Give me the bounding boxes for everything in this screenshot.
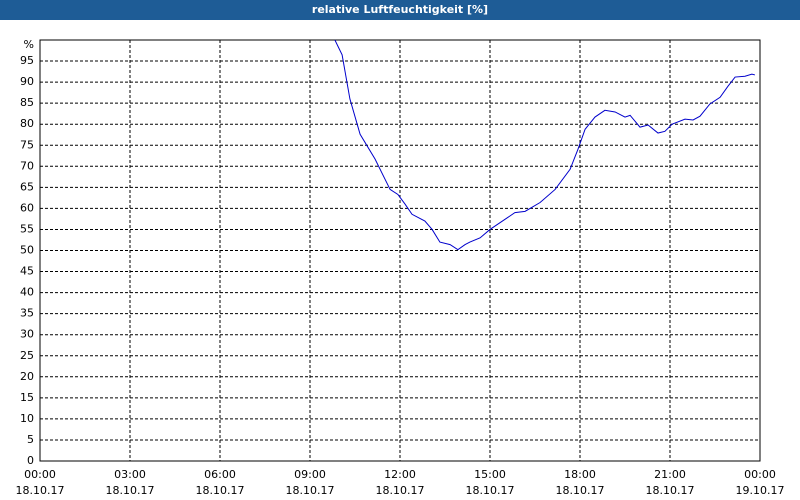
y-tick-label: 50 <box>20 244 34 257</box>
x-tick-date: 18.10.17 <box>376 484 425 497</box>
x-tick-label: 12:00 <box>384 468 416 481</box>
x-tick-label: 00:00 <box>24 468 56 481</box>
x-tick-label: 15:00 <box>474 468 506 481</box>
y-tick-label: 10 <box>20 412 34 425</box>
y-tick-label: 15 <box>20 391 34 404</box>
x-tick-label: 06:00 <box>204 468 236 481</box>
y-tick-label: 35 <box>20 307 34 320</box>
x-tick-date: 18.10.17 <box>466 484 515 497</box>
y-tick-label: 70 <box>20 159 34 172</box>
y-tick-label: 65 <box>20 180 34 193</box>
x-tick-label: 18:00 <box>564 468 596 481</box>
x-tick-date: 18.10.17 <box>646 484 695 497</box>
y-tick-label: 5 <box>27 433 34 446</box>
x-tick-label: 21:00 <box>654 468 686 481</box>
x-tick-date: 18.10.17 <box>286 484 335 497</box>
y-tick-label: % <box>24 38 34 51</box>
y-tick-label: 40 <box>20 286 34 299</box>
x-tick-date: 18.10.17 <box>16 484 65 497</box>
y-tick-label: 45 <box>20 265 34 278</box>
y-tick-label: 25 <box>20 349 34 362</box>
x-tick-label: 00:00 <box>744 468 776 481</box>
x-tick-date: 19.10.17 <box>736 484 785 497</box>
x-tick-label: 03:00 <box>114 468 146 481</box>
y-tick-label: 0 <box>27 454 34 467</box>
x-tick-date: 18.10.17 <box>106 484 155 497</box>
y-tick-label: 85 <box>20 96 34 109</box>
y-tick-label: 75 <box>20 138 34 151</box>
x-tick-label: 09:00 <box>294 468 326 481</box>
y-tick-label: 20 <box>20 370 34 383</box>
y-tick-label: 95 <box>20 54 34 67</box>
chart-title: relative Luftfeuchtigkeit [%] <box>0 0 800 20</box>
x-tick-date: 18.10.17 <box>196 484 245 497</box>
y-tick-label: 55 <box>20 222 34 235</box>
x-tick-date: 18.10.17 <box>556 484 605 497</box>
y-tick-label: 60 <box>20 201 34 214</box>
y-tick-label: 90 <box>20 75 34 88</box>
y-tick-label: 30 <box>20 328 34 341</box>
y-tick-label: 80 <box>20 117 34 130</box>
data-line <box>334 39 756 251</box>
